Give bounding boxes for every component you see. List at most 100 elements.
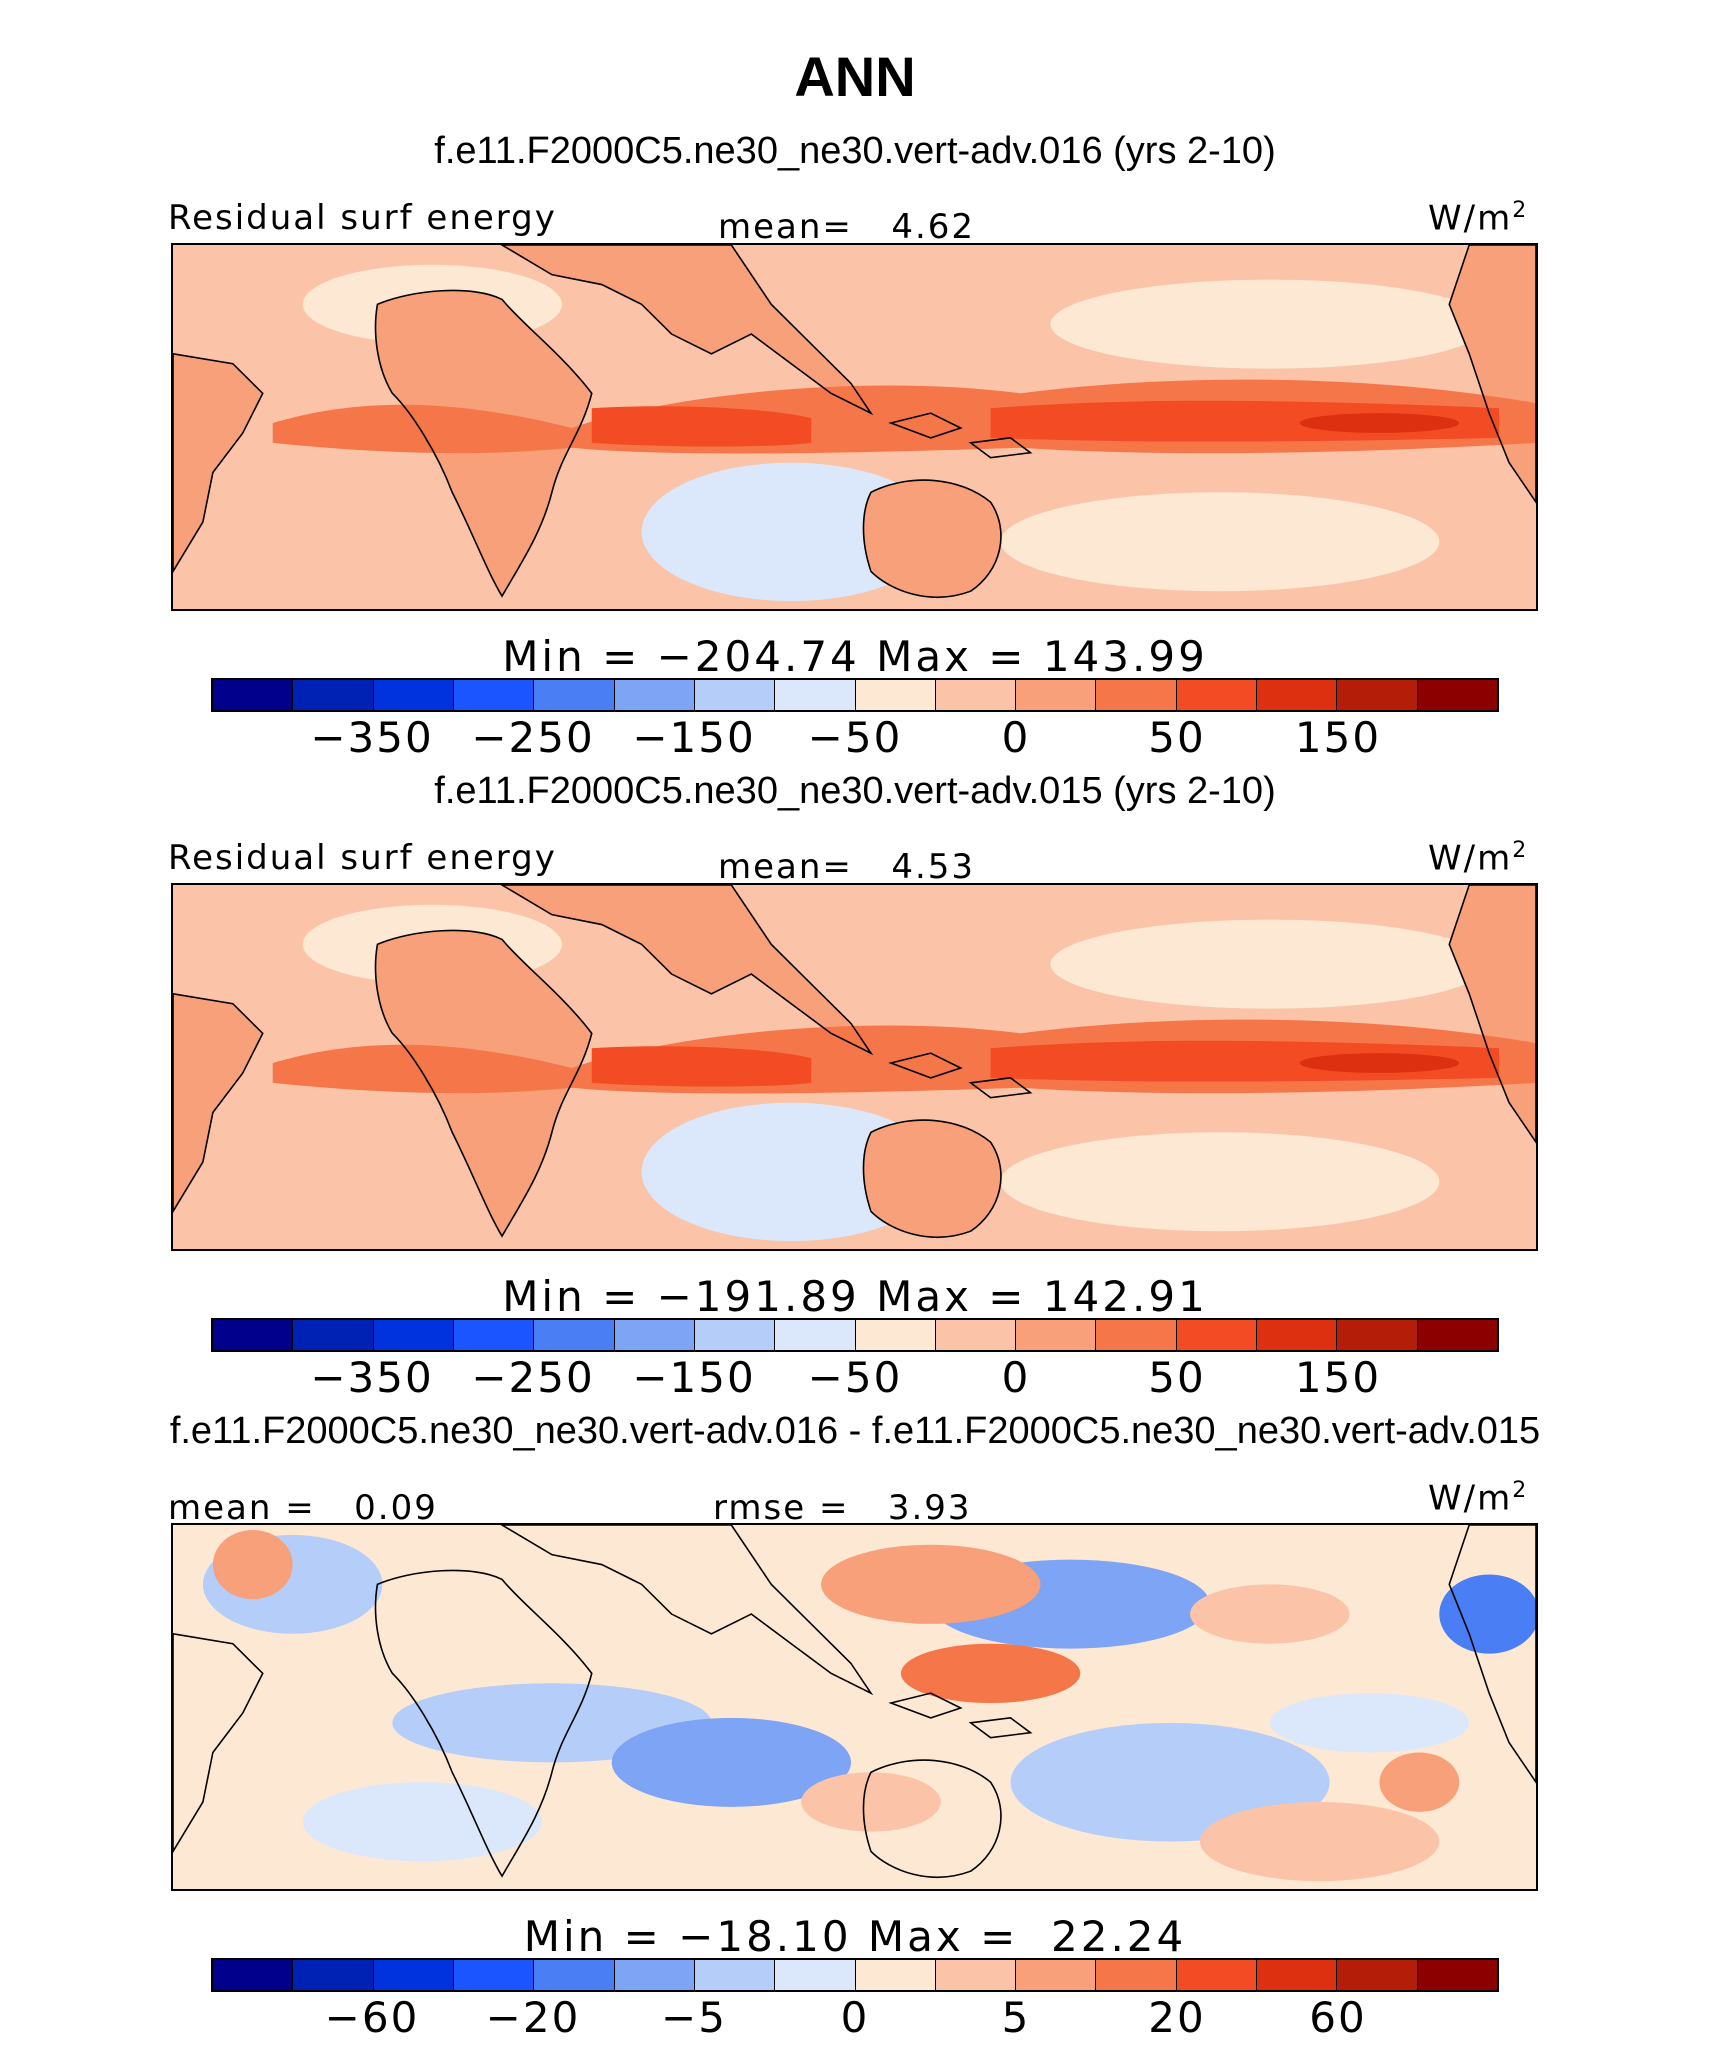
- panel-2-title: f.e11.F2000C5.ne30_ne30.vert-adv.015 (yr…: [434, 770, 1276, 812]
- panel-3-colorbar: [211, 1958, 1499, 1992]
- coastline: [968, 1077, 1033, 1099]
- negative-anomaly: [1439, 1574, 1536, 1654]
- land-region: [173, 353, 263, 572]
- colorbar-tick-label: 50: [1148, 713, 1206, 762]
- colorbar-swatch: [775, 1320, 856, 1350]
- positive-anomaly: [801, 1772, 941, 1832]
- colorbar-swatch: [293, 1960, 374, 1990]
- land-region: [863, 480, 1001, 598]
- colorbar-swatch: [614, 680, 695, 710]
- coastline: [1448, 885, 1536, 1144]
- colorbar-tick-label: −350: [310, 713, 434, 762]
- cool-region: [1050, 919, 1490, 1009]
- panel-3-units-label: W/m2: [1428, 1478, 1529, 1519]
- coastline: [968, 437, 1033, 459]
- panel-3-map: [171, 1523, 1538, 1891]
- cold-region: [641, 1102, 941, 1242]
- colorbar-tick-label: −20: [485, 1993, 581, 2042]
- coastline: [1448, 245, 1536, 504]
- panel-3-title: f.e11.F2000C5.ne30_ne30.vert-adv.016 - f…: [169, 1410, 1541, 1452]
- coastline: [888, 1052, 963, 1079]
- panel-2-map: [171, 883, 1538, 1251]
- itcz-peak: [1299, 413, 1460, 433]
- colorbar-tick-label: −5: [661, 1993, 727, 2042]
- positive-anomaly: [212, 1529, 293, 1600]
- coastline: [862, 479, 1002, 599]
- colorbar-swatch: [213, 1320, 294, 1350]
- colorbar-swatch: [453, 1320, 535, 1350]
- coastline: [500, 885, 874, 1056]
- colorbar-swatch: [1337, 1320, 1418, 1350]
- negative-anomaly: [611, 1717, 852, 1807]
- colorbar-swatch: [1176, 680, 1258, 710]
- itcz-core: [591, 406, 812, 447]
- figure-title: ANN: [794, 45, 916, 108]
- colorbar-tick-label: −250: [471, 1353, 595, 1402]
- coastline: [173, 993, 264, 1213]
- land-region: [502, 885, 871, 1054]
- panel-3-min-max: Min = −18.10 Max = 22.24: [523, 1912, 1187, 1961]
- colorbar-swatch: [1016, 1320, 1097, 1350]
- colorbar-swatch: [1096, 1960, 1177, 1990]
- colorbar-swatch: [1417, 680, 1497, 710]
- itcz-peak: [1299, 1053, 1460, 1073]
- panel-2-units-label: W/m2: [1428, 838, 1529, 879]
- colorbar-swatch: [1337, 680, 1418, 710]
- colorbar-tick-label: −150: [632, 713, 756, 762]
- colorbar-swatch: [534, 1320, 615, 1350]
- coastline: [500, 1525, 874, 1696]
- colorbar-tick-label: 0: [1001, 713, 1031, 762]
- positive-anomaly: [1190, 1584, 1350, 1644]
- colorbar-tick-label: 150: [1294, 713, 1382, 762]
- cold-region: [641, 462, 941, 602]
- colorbar-swatch: [453, 680, 535, 710]
- colorbar-swatch: [1417, 1320, 1497, 1350]
- colorbar-swatch: [855, 1320, 936, 1350]
- colorbar-tick-label: 20: [1148, 1993, 1206, 2042]
- panel-2-min-max: Min = −191.89 Max = 142.91: [502, 1272, 1208, 1321]
- colorbar-swatch: [1096, 680, 1177, 710]
- colorbar-tick-label: 50: [1148, 1353, 1206, 1402]
- coastline: [374, 289, 593, 598]
- panel-1-variable-label: Residual surf energy: [168, 198, 557, 238]
- colorbar-tick-label: 0: [1001, 1353, 1031, 1402]
- itcz-core: [591, 1046, 812, 1087]
- coastline: [888, 1692, 963, 1719]
- panel-1-min-max: Min = −204.74 Max = 143.99: [502, 632, 1208, 681]
- colorbar-swatch: [213, 1960, 294, 1990]
- colorbar-swatch: [1016, 1960, 1097, 1990]
- colorbar-swatch: [694, 1960, 776, 1990]
- cool-region: [1000, 1132, 1440, 1232]
- panel-1-mean-label: mean= 4.62: [718, 207, 976, 247]
- land-region: [502, 245, 871, 414]
- colorbar-swatch: [373, 680, 454, 710]
- coastline: [888, 412, 963, 439]
- colorbar-swatch: [855, 680, 936, 710]
- colorbar-swatch: [1257, 680, 1338, 710]
- coastline: [173, 353, 264, 573]
- coastline: [1448, 1525, 1536, 1784]
- colorbar-swatch: [1257, 1320, 1338, 1350]
- colorbar-swatch: [293, 1320, 374, 1350]
- colorbar-swatch: [1176, 1960, 1258, 1990]
- colorbar-swatch: [1417, 1960, 1497, 1990]
- colorbar-swatch: [614, 1960, 695, 1990]
- colorbar-tick-label: −60: [324, 1993, 420, 2042]
- cool-region: [1000, 492, 1440, 592]
- colorbar-tick-label: 150: [1294, 1353, 1382, 1402]
- coastline: [968, 1717, 1033, 1739]
- cool-region: [1050, 279, 1490, 369]
- colorbar-swatch: [1257, 1960, 1338, 1990]
- colorbar-swatch: [694, 1320, 776, 1350]
- colorbar-swatch: [1096, 1320, 1177, 1350]
- colorbar-tick-label: 0: [840, 1993, 870, 2042]
- colorbar-tick-label: 5: [1001, 1993, 1031, 2042]
- colorbar-tick-label: −250: [471, 713, 595, 762]
- colorbar-swatch: [614, 1320, 695, 1350]
- negative-anomaly: [302, 1782, 542, 1862]
- panel-1-title: f.e11.F2000C5.ne30_ne30.vert-adv.016 (yr…: [434, 130, 1276, 172]
- positive-anomaly: [821, 1544, 1041, 1624]
- panel-1-map: [171, 243, 1538, 611]
- colorbar-swatch: [694, 680, 776, 710]
- panel-2-variable-label: Residual surf energy: [168, 838, 557, 878]
